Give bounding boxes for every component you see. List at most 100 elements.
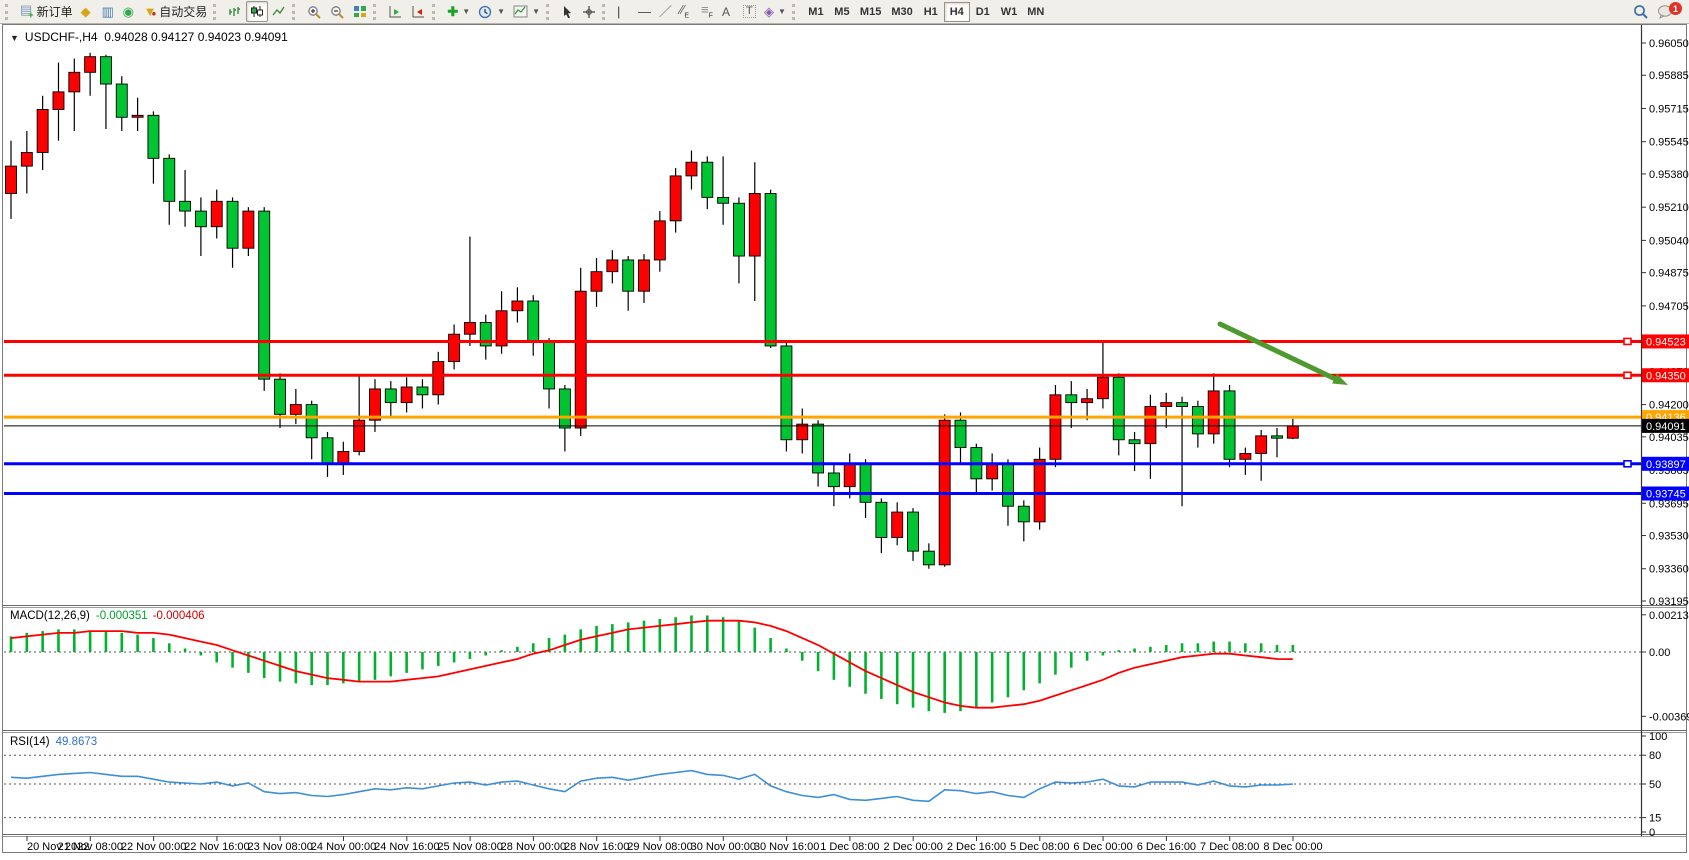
- timeframe-button-h1[interactable]: H1: [918, 2, 944, 22]
- candlestick: [495, 310, 508, 347]
- chevron-down-icon: ▼: [497, 7, 506, 16]
- time-axis-label[interactable]: 21 Nov 08:00: [58, 841, 123, 853]
- candlestick: [353, 419, 366, 452]
- candlestick: [859, 462, 872, 503]
- chart-title-bar[interactable]: ▼ USDCHF-,H4 0.94028 0.94127 0.94023 0.94…: [10, 30, 288, 44]
- crosshair-button[interactable]: [578, 1, 600, 22]
- candlestick-chart-button[interactable]: [246, 1, 269, 22]
- chat-button[interactable]: [1653, 1, 1678, 22]
- toolbar-grip[interactable]: [432, 3, 439, 20]
- time-axis-label[interactable]: 25 Nov 08:00: [437, 841, 502, 853]
- horizontal-line-button[interactable]: —: [634, 1, 655, 22]
- time-axis-label[interactable]: 6 Dec 16:00: [1137, 841, 1196, 853]
- auto-scroll-button[interactable]: [384, 1, 407, 22]
- new-order-label: 新订单: [36, 5, 73, 19]
- toolbar-grip[interactable]: [292, 3, 299, 20]
- candlestick: [653, 220, 666, 261]
- timeframe-button-m30[interactable]: M30: [886, 2, 917, 22]
- candlestick: [1081, 398, 1094, 404]
- chart-collapse-icon[interactable]: ▼: [10, 33, 19, 43]
- new-order-button[interactable]: ▤+ 新订单: [16, 1, 77, 22]
- rsi-value: 49.8673: [55, 736, 98, 748]
- templates-button[interactable]: ▼: [509, 1, 544, 22]
- zoom-out-button[interactable]: [326, 1, 349, 22]
- time-axis-label[interactable]: 29 Nov 08:00: [627, 841, 692, 853]
- toolbar-grip[interactable]: [373, 3, 380, 20]
- candlestick: [1002, 462, 1014, 507]
- candlestick: [780, 345, 793, 441]
- channel-button[interactable]: ∕∕E: [676, 1, 697, 22]
- time-axis-label[interactable]: 1 Dec 08:00: [820, 841, 879, 853]
- timeframe-button-m15[interactable]: M15: [855, 2, 886, 22]
- indicators-button[interactable]: ✚ ▼: [443, 1, 474, 22]
- candlestick: [432, 361, 445, 396]
- candlestick: [622, 259, 635, 292]
- time-axis-label[interactable]: 28 Nov 00:00: [501, 841, 566, 853]
- vertical-line-button[interactable]: |: [613, 1, 634, 22]
- trend-arrow[interactable]: [1217, 321, 1343, 384]
- timeframe-button-m1[interactable]: M1: [803, 2, 829, 22]
- candlestick: [812, 423, 825, 474]
- time-axis-label[interactable]: 22 Nov 16:00: [184, 841, 249, 853]
- chart-shift-button[interactable]: [407, 1, 430, 22]
- toolbar-grip[interactable]: [791, 3, 799, 20]
- search-button[interactable]: [1629, 1, 1653, 22]
- trendline-button[interactable]: ／: [655, 1, 676, 22]
- time-axis-label[interactable]: 30 Nov 16:00: [754, 841, 819, 853]
- price-axis-tick-label: 0.95545: [1649, 137, 1689, 149]
- fibonacci-icon: ≡F: [701, 2, 713, 20]
- time-axis-label[interactable]: 30 Nov 00:00: [691, 841, 756, 853]
- candlestick: [226, 200, 239, 249]
- chart-canvas[interactable]: 0.96050 0.95885 0.95715 0.95545 0.95380 0.952…: [0, 24, 1689, 860]
- gold-chart-icon: ◆: [80, 4, 91, 19]
- candlestick: [764, 193, 777, 347]
- cursor-button[interactable]: [557, 1, 578, 22]
- toolbar-grip[interactable]: [5, 3, 12, 20]
- auto-trading-button[interactable]: ▼● 自动交易: [140, 1, 212, 22]
- trend-arrow-head[interactable]: [1332, 373, 1348, 385]
- time-axis-label[interactable]: 7 Dec 08:00: [1200, 841, 1259, 853]
- hline-drag-handle[interactable]: [1623, 337, 1632, 346]
- time-axis-label[interactable]: 20 Nov 2022: [27, 841, 89, 853]
- candlestick: [891, 511, 904, 538]
- periods-button[interactable]: ▼: [474, 1, 509, 22]
- text-button[interactable]: A: [718, 1, 739, 22]
- fibonacci-button[interactable]: ≡F: [697, 1, 718, 22]
- time-axis-label[interactable]: 2 Dec 16:00: [947, 841, 1006, 853]
- candlestick: [305, 404, 318, 439]
- tile-windows-button[interactable]: [349, 1, 371, 22]
- timeframe-button-d1[interactable]: D1: [970, 2, 996, 22]
- candlestick: [1191, 406, 1204, 435]
- terminal-button[interactable]: ▥: [98, 1, 119, 22]
- time-axis-label[interactable]: 8 Dec 00:00: [1263, 841, 1322, 853]
- time-axis-label[interactable]: 28 Nov 16:00: [564, 841, 629, 853]
- time-axis-label[interactable]: 6 Dec 00:00: [1073, 841, 1132, 853]
- notification-badge[interactable]: 1: [1669, 2, 1682, 15]
- timeframe-button-w1[interactable]: W1: [996, 2, 1023, 22]
- candlestick: [36, 109, 49, 153]
- signals-button[interactable]: ◉: [119, 1, 140, 22]
- time-axis-label[interactable]: 24 Nov 16:00: [374, 841, 439, 853]
- hline-drag-handle[interactable]: [1623, 459, 1632, 468]
- toolbar-grip[interactable]: [213, 3, 220, 20]
- toolbar-grip[interactable]: [545, 3, 553, 20]
- time-axis-label[interactable]: 2 Dec 00:00: [884, 841, 943, 853]
- hline-drag-handle[interactable]: [1623, 371, 1632, 380]
- tile-windows-icon: [354, 6, 367, 17]
- arrows-button[interactable]: ◈ ▼: [760, 1, 790, 22]
- time-axis-label[interactable]: 5 Dec 08:00: [1010, 841, 1069, 853]
- timeframe-button-m5[interactable]: M5: [829, 2, 855, 22]
- line-chart-button[interactable]: [268, 1, 290, 22]
- toolbar-grip[interactable]: [601, 3, 609, 20]
- zoom-in-button[interactable]: [303, 1, 326, 22]
- candlestick: [179, 200, 192, 212]
- bar-chart-button[interactable]: [224, 1, 246, 22]
- notifications-container: 1: [1653, 1, 1682, 22]
- time-axis-label[interactable]: 22 Nov 00:00: [121, 841, 186, 853]
- timeframe-button-mn[interactable]: MN: [1022, 2, 1049, 22]
- new-chart-button[interactable]: ◆: [77, 1, 98, 22]
- timeframe-button-h4[interactable]: H4: [943, 1, 970, 22]
- time-axis-label[interactable]: 23 Nov 08:00: [247, 841, 312, 853]
- text-label-button[interactable]: T: [739, 1, 760, 22]
- time-axis-label[interactable]: 24 Nov 00:00: [311, 841, 376, 853]
